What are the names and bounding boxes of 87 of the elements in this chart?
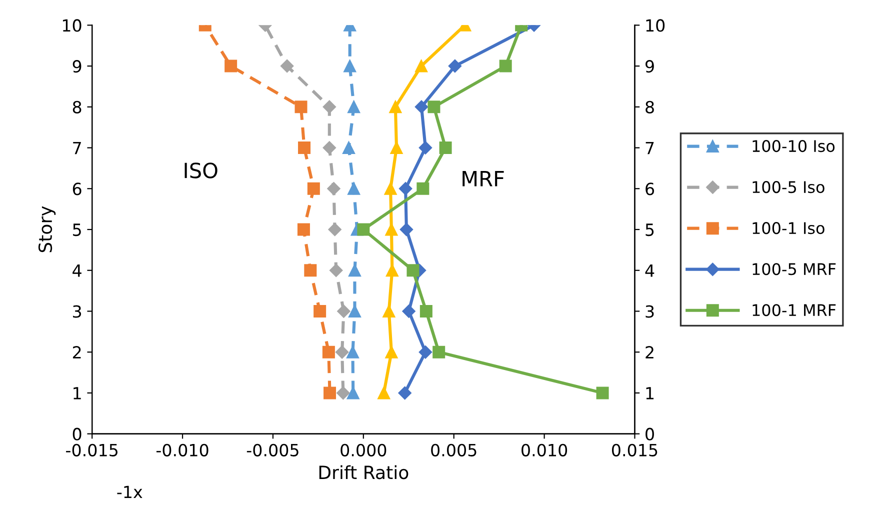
y2-tick-label: 10 [646, 19, 665, 32]
point [384, 182, 397, 195]
x-tick-label: 0.005 [431, 444, 476, 456]
point [322, 346, 335, 358]
y-tick-label: 5 [73, 224, 81, 236]
point [330, 264, 343, 277]
y2-tick-label: 4 [645, 264, 654, 277]
y2-tick-label: 5 [646, 224, 654, 236]
point [416, 182, 430, 195]
point [348, 100, 360, 114]
point [298, 142, 311, 154]
point [337, 304, 350, 318]
point [382, 304, 396, 318]
point [428, 100, 440, 114]
x-tick-label: -0.005 [246, 444, 298, 456]
point [357, 223, 370, 236]
y2-tick-label: 3 [646, 305, 654, 318]
point [439, 142, 452, 154]
point [400, 222, 414, 236]
y2-tick-label: 0 [646, 428, 654, 440]
y-tick-label: 0 [72, 428, 82, 440]
y-tick-label: 6 [72, 182, 82, 196]
x-axis-title: Drift Ratio [319, 465, 408, 480]
legend-label: 100-10 Iso [752, 140, 835, 152]
point [348, 264, 361, 277]
y2-tick-label: 6 [646, 182, 654, 196]
y2-tick-label: 1 [646, 387, 654, 400]
y-tick-label: 9 [72, 60, 82, 73]
point [224, 60, 238, 72]
x-tick-label: 0.015 [612, 444, 658, 456]
point [328, 222, 342, 236]
legend-label: 100-1 Iso [752, 222, 824, 234]
y-tick-label: 8 [72, 100, 82, 114]
point [327, 182, 340, 196]
point [385, 223, 398, 236]
point [314, 304, 326, 318]
point [322, 100, 336, 114]
text: -1x [117, 486, 142, 498]
x-tick-label: 0.010 [522, 444, 568, 456]
point [336, 386, 350, 400]
point [335, 346, 349, 359]
y2-tick-label: 8 [646, 100, 654, 114]
x-tick-label: -0.010 [156, 444, 208, 456]
annotation: MRF [462, 171, 504, 186]
point [398, 182, 412, 196]
point [348, 182, 360, 195]
point [448, 59, 462, 73]
annotation: ISO [184, 162, 218, 178]
y-axis-title: Story [38, 206, 56, 252]
point [344, 60, 356, 72]
point [307, 182, 320, 195]
point [389, 100, 402, 114]
point [432, 346, 446, 358]
point [499, 60, 512, 72]
point [280, 59, 294, 73]
point [596, 386, 609, 400]
point [342, 142, 356, 154]
point [418, 141, 432, 154]
point [385, 346, 398, 358]
y-tick-label: 7 [73, 142, 81, 154]
point [406, 264, 420, 277]
y-tick-label: 1 [74, 387, 81, 400]
y2-tick-label: 2 [646, 346, 654, 358]
point [297, 223, 310, 236]
point [414, 100, 428, 114]
point [324, 386, 336, 400]
y-tick-label: 4 [72, 264, 82, 277]
legend-label: 100-1 MRF [752, 304, 836, 316]
x-tick-label: 0.000 [340, 444, 386, 456]
point [402, 304, 416, 318]
point [398, 386, 412, 400]
point [415, 60, 428, 72]
point [304, 264, 317, 277]
point [420, 304, 432, 318]
y-tick-label: 10 [62, 19, 82, 32]
legend-label: 100-5 Iso [752, 181, 824, 194]
y2-tick-label: 7 [646, 142, 654, 154]
point [322, 141, 336, 154]
x-tick-label: -0.015 [66, 444, 118, 456]
y2-tick-label: 9 [646, 60, 654, 73]
point [390, 142, 403, 154]
point [378, 386, 390, 400]
y-tick-label: 3 [73, 305, 82, 318]
point [294, 100, 308, 114]
legend-label: 100-5 MRF [752, 263, 836, 276]
y-tick-label: 2 [72, 346, 81, 358]
point [418, 346, 432, 359]
